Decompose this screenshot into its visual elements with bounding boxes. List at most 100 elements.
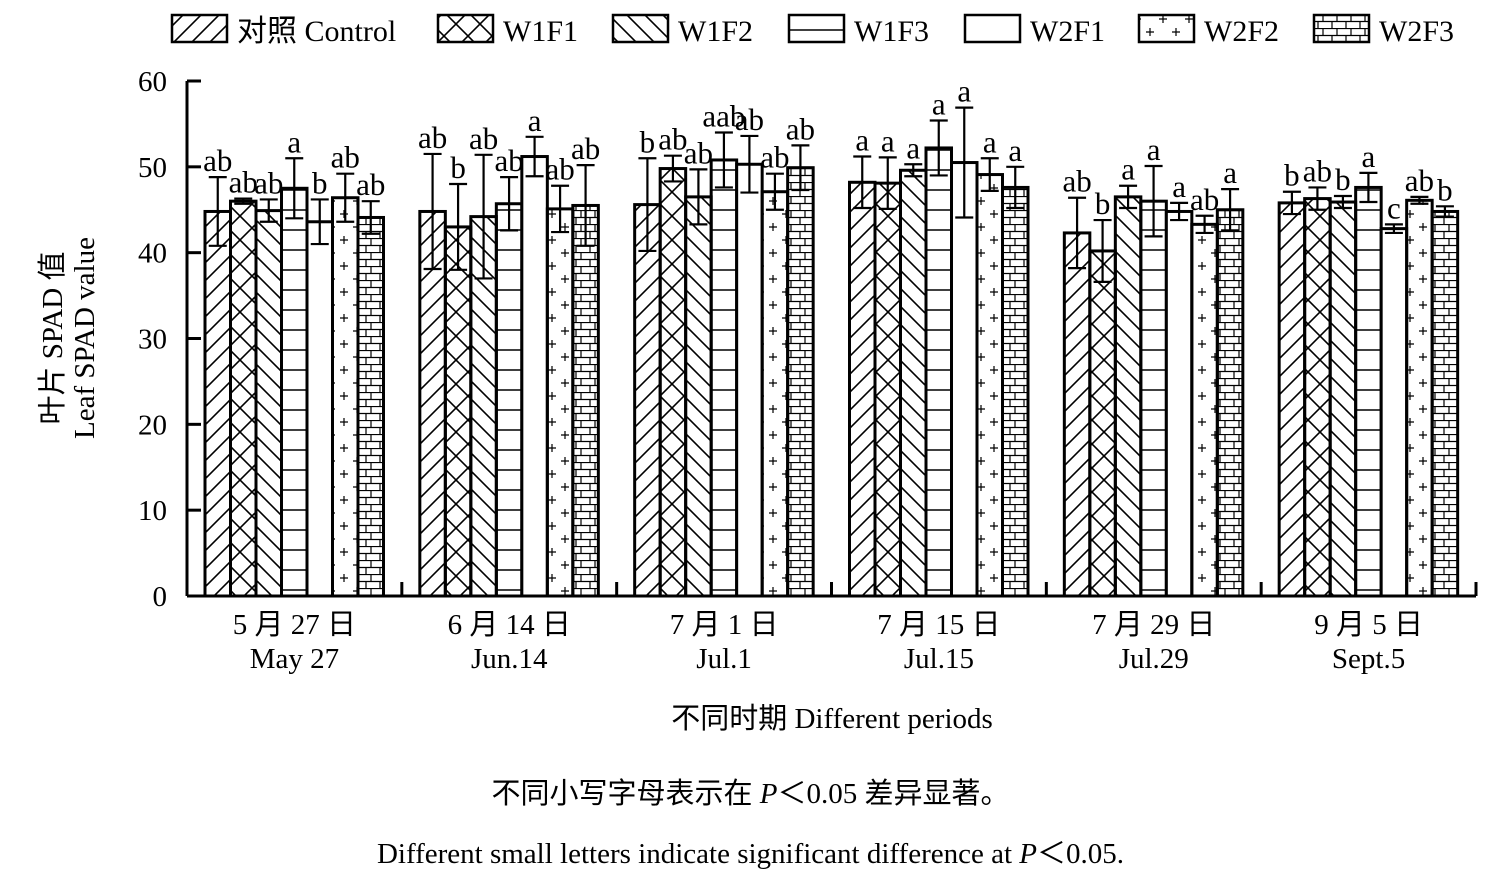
legend-label: W2F2	[1204, 15, 1279, 48]
bar	[443, 225, 473, 598]
significance-letter: c	[1387, 190, 1401, 225]
bar	[633, 203, 662, 598]
significance-letter: ab	[735, 102, 764, 137]
category-label-en: Jul.1	[696, 643, 752, 675]
bar	[203, 209, 232, 598]
bar	[356, 215, 385, 598]
significance-letter: b	[1437, 172, 1453, 207]
caption-en-before: Different small letters indicate signifi…	[376, 838, 1020, 870]
bar	[684, 195, 713, 598]
y-tick-label: 10	[138, 495, 167, 527]
y-axis-title-en: Leaf SPAD value	[69, 237, 101, 439]
category-label-en: Jun.14	[471, 643, 548, 675]
legend-label: W1F3	[854, 15, 929, 48]
significance-letter: ab	[469, 121, 498, 156]
category-label-cn: 7 月 15 日	[877, 609, 1000, 641]
caption-cn: 不同小写字母表示在 P＜0.05 差异显著。	[0, 770, 1501, 812]
category-label-cn: 6 月 14 日	[448, 609, 571, 641]
significance-letter: a	[287, 124, 301, 159]
significance-letter: a	[983, 124, 997, 159]
bar	[873, 181, 902, 598]
significance-letter: b	[1095, 186, 1111, 221]
legend-label: W2F3	[1379, 15, 1454, 48]
bar	[520, 155, 549, 598]
bar	[545, 207, 575, 598]
legend-swatch	[436, 13, 495, 44]
y-tick-label: 0	[153, 581, 168, 613]
legend: 对照 Control W1F1 W1F2 W1F3 W2F1 W2F2 W2F3	[170, 13, 1454, 48]
bar	[658, 167, 688, 598]
category-label-en: Jul.29	[1119, 643, 1189, 675]
bar	[331, 196, 360, 598]
caption-cn-before: 不同小写字母表示在	[491, 778, 760, 810]
significance-letter: a	[957, 74, 971, 109]
bar	[1354, 185, 1383, 598]
bar	[899, 168, 928, 598]
bar	[1088, 249, 1117, 598]
bar	[1277, 201, 1307, 598]
caption-cn-after: ＜0.05 差异显著。	[777, 778, 1010, 810]
y-tick-label: 40	[138, 238, 167, 270]
significance-letter: ab	[356, 167, 385, 202]
significance-letter: b	[312, 165, 328, 200]
significance-letter: b	[1335, 162, 1351, 197]
bar	[1215, 208, 1245, 598]
axes: 0 10 20 30 40 50 60 叶片 SPAD 值 Leaf SPAD value 不同时…	[36, 66, 1478, 735]
significance-letter: ab	[1190, 182, 1219, 217]
significance-letter: ab	[1062, 164, 1091, 199]
significance-letter: a	[855, 123, 869, 158]
y-tick-label: 20	[138, 409, 167, 441]
bar	[1379, 227, 1409, 598]
bar	[848, 180, 877, 598]
significance-letter: a	[881, 123, 895, 158]
legend-swatch	[611, 13, 670, 44]
significance-letter: ab	[684, 135, 713, 170]
category-label-en: Sept.5	[1332, 643, 1405, 675]
significance-letter: a	[932, 86, 946, 121]
significance-letter: ab	[229, 165, 258, 200]
bar	[975, 173, 1004, 598]
bar	[1190, 222, 1219, 598]
significance-letter: ab	[331, 140, 360, 175]
y-tick-label: 50	[138, 152, 167, 184]
y-tick-label: 60	[138, 66, 167, 98]
caption-en-p: P	[1019, 838, 1037, 870]
legend-label: W1F2	[678, 15, 753, 48]
significance-letter: aab	[702, 99, 745, 134]
bar	[1303, 197, 1332, 598]
significance-letter: a	[1121, 152, 1135, 187]
bar	[786, 166, 815, 598]
legend-label: 对照 Control	[237, 15, 396, 48]
category-label-cn: 7 月 29 日	[1092, 609, 1215, 641]
bar	[1405, 198, 1434, 598]
significance-letter: ab	[786, 111, 815, 146]
legend-swatch	[170, 13, 229, 44]
legend-label: W1F1	[503, 15, 578, 48]
bar	[1430, 209, 1460, 598]
category-label-cn: 9 月 5 日	[1314, 609, 1423, 641]
bar	[1328, 200, 1358, 598]
bar	[571, 203, 600, 598]
significance-letter: ab	[1303, 153, 1332, 188]
bar	[305, 220, 334, 598]
significance-letter: ab	[571, 131, 600, 166]
significance-letter: a	[1362, 139, 1376, 174]
bar	[280, 186, 309, 598]
bar	[1001, 185, 1030, 598]
significance-letter: ab	[254, 165, 283, 200]
significance-letter: ab	[494, 143, 523, 178]
bar	[735, 162, 764, 598]
significance-letter: a	[1147, 132, 1161, 167]
bar	[1139, 199, 1168, 598]
significance-letter: a	[906, 130, 920, 165]
legend-label: W2F1	[1030, 15, 1105, 48]
bar	[1113, 195, 1143, 598]
caption-en-after: ＜0.05.	[1037, 838, 1125, 870]
bar	[229, 199, 258, 598]
legend-swatch	[963, 13, 1022, 44]
category-label-en: May 27	[250, 643, 339, 675]
